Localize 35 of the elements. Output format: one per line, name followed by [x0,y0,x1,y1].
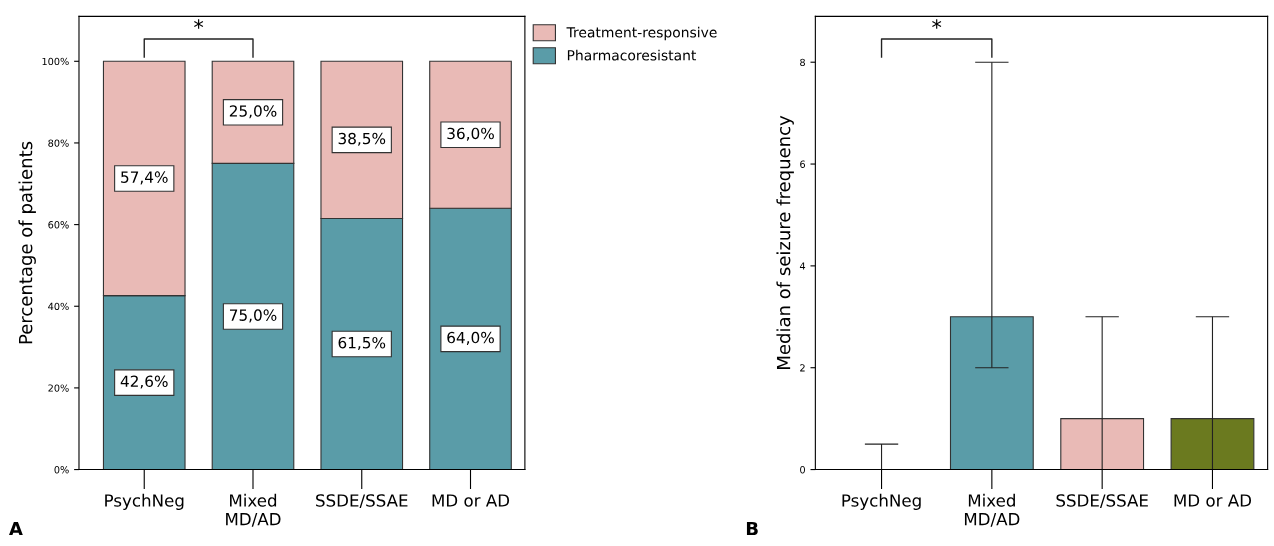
x-tick-label: MD or AD [432,494,510,507]
y-tick-label: 0 [800,466,805,474]
y-tick-label: 4 [799,262,806,270]
text: A [9,521,23,536]
legend-label: Pharmacoresistant [567,49,697,61]
x-tick-label: PsychNeg [842,493,921,510]
data-label: 61,5% [338,336,386,351]
y-tick-label: 6 [800,160,806,168]
y-tick-label: 40% [48,302,69,311]
x-tick-label: Mixed MD/AD [964,493,1020,527]
y-tick-label: 20% [48,384,69,392]
data-label: 36,0% [447,127,494,141]
data-label: 25,0% [229,105,277,119]
y-tick-label: 80% [48,139,69,147]
y-axis-title: Median of seizure frequency [776,115,794,369]
y-tick-label: 100% [42,57,69,66]
data-label: 75,0% [229,309,277,323]
legend-label: Treatment-responsive [566,26,717,41]
y-tick-label: 60% [48,221,69,229]
data-label: 38,5% [338,132,386,146]
x-tick-label: SSDE/SSAE [316,494,408,509]
y-tick-label: 0% [54,466,69,474]
data-label: 42,6% [120,375,168,389]
x-tick-label: SSDE/SSAE [1056,494,1148,509]
x-tick-label: Mixed MD/AD [226,493,281,527]
data-label: 64,0% [447,331,494,345]
x-tick-label: PsychNeg [105,493,184,510]
y-tick-label: 2 [800,364,805,372]
x-tick-label: MD or AD [1174,494,1252,507]
y-axis-title: Percentage of patients [18,141,36,344]
annotation: * [194,19,204,29]
data-label: 57,4% [121,171,168,185]
text: B [746,521,758,536]
annotation: * [932,19,942,29]
y-tick-label: 8 [800,58,805,67]
